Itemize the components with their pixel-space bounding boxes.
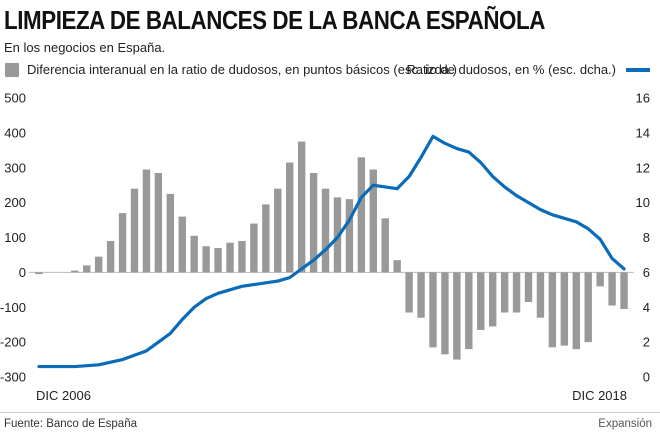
bar bbox=[106, 240, 115, 273]
bar bbox=[297, 141, 306, 273]
right-tick-label: 8 bbox=[643, 230, 650, 245]
bar bbox=[441, 272, 449, 355]
right-tick-label: 6 bbox=[643, 265, 650, 280]
bar bbox=[309, 172, 318, 273]
chart-title: LIMPIEZA DE BALANCES DE LA BANCA ESPAÑOL… bbox=[4, 5, 545, 35]
bar bbox=[477, 272, 485, 330]
right-tick-label: 16 bbox=[636, 91, 650, 106]
bar bbox=[572, 272, 580, 350]
legend-line-label: Ratio de dudosos, en % (esc. dcha.) bbox=[406, 62, 616, 77]
bar bbox=[178, 216, 186, 273]
left-tick-label: -100 bbox=[0, 300, 26, 315]
bar bbox=[369, 169, 377, 273]
legend-line-swatch bbox=[626, 67, 650, 72]
bar bbox=[548, 272, 557, 348]
bar bbox=[154, 172, 163, 273]
legend-bar-swatch bbox=[5, 62, 19, 77]
x-start-label: DIC 2006 bbox=[36, 388, 91, 403]
bar bbox=[238, 240, 246, 273]
bar bbox=[512, 272, 521, 313]
bar bbox=[321, 188, 330, 273]
bar bbox=[488, 272, 497, 327]
right-tick-label: 12 bbox=[636, 160, 650, 175]
footer-divider bbox=[0, 412, 660, 413]
right-tick-label: 2 bbox=[643, 335, 650, 350]
bar bbox=[584, 272, 592, 343]
bar bbox=[596, 272, 604, 287]
bar bbox=[357, 157, 366, 273]
left-tick-label: 400 bbox=[4, 125, 26, 140]
bar bbox=[35, 272, 43, 275]
left-tick-label: 200 bbox=[4, 195, 26, 210]
ratio-line bbox=[37, 134, 626, 369]
bar bbox=[608, 272, 616, 306]
bar bbox=[453, 272, 461, 360]
bar bbox=[94, 256, 103, 273]
x-end-label: DIC 2018 bbox=[572, 388, 627, 403]
source-note: Fuente: Banco de España bbox=[4, 418, 137, 430]
bar bbox=[620, 272, 628, 309]
bar bbox=[381, 218, 389, 273]
bar bbox=[190, 235, 198, 273]
bar bbox=[286, 162, 294, 273]
bar bbox=[536, 272, 545, 318]
right-tick-label: 0 bbox=[643, 370, 650, 385]
left-tick-label: 100 bbox=[4, 230, 26, 245]
legend-bars-label: Diferencia interanual en la ratio de dud… bbox=[27, 62, 457, 77]
bar bbox=[393, 260, 401, 273]
legend-line: Ratio de dudosos, en % (esc. dcha.) bbox=[406, 62, 650, 77]
right-tick-label: 10 bbox=[636, 195, 650, 210]
bar bbox=[214, 247, 222, 273]
bar bbox=[417, 272, 425, 318]
bar bbox=[130, 188, 139, 273]
left-tick-label: -200 bbox=[0, 335, 26, 350]
left-tick-label: 300 bbox=[4, 160, 26, 175]
right-tick-label: 14 bbox=[636, 125, 650, 140]
bar bbox=[142, 169, 151, 273]
right-tick-label: 4 bbox=[643, 300, 650, 315]
bar bbox=[202, 246, 210, 273]
bar bbox=[465, 272, 473, 350]
left-tick-label: 0 bbox=[19, 265, 26, 280]
bar bbox=[560, 272, 569, 346]
bar bbox=[405, 272, 413, 313]
left-tick-label: -300 bbox=[0, 370, 26, 385]
bar bbox=[250, 223, 258, 273]
bar bbox=[71, 270, 79, 273]
legend-bars: Diferencia interanual en la ratio de dud… bbox=[5, 62, 457, 77]
bar bbox=[524, 272, 533, 303]
publisher-credit: Expansión bbox=[598, 418, 652, 430]
bar bbox=[274, 188, 282, 273]
bar bbox=[226, 242, 234, 273]
bar bbox=[83, 265, 91, 273]
left-tick-label: 500 bbox=[4, 91, 26, 106]
bar bbox=[429, 272, 437, 348]
bar bbox=[345, 199, 354, 273]
bar bbox=[262, 204, 270, 273]
bar bbox=[118, 213, 127, 273]
chart-subtitle: En los negocios en España. bbox=[4, 40, 166, 55]
bar bbox=[500, 272, 509, 313]
bar bbox=[166, 193, 175, 273]
